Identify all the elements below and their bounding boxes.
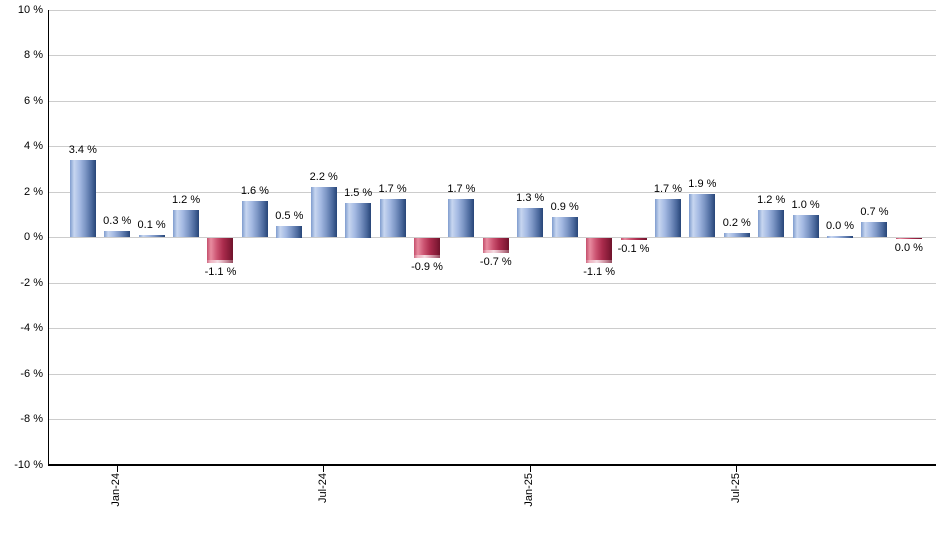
bar-value-label: 1.2 % [757,194,786,207]
bar-value-label: 2.2 % [309,171,338,184]
bar-value-label: 0.0 % [825,220,855,232]
bar [517,207,544,238]
x-axis-tick-label: Jul-25 [729,473,742,503]
y-axis-tick-label: -8 % [20,413,43,425]
gridline [49,419,936,420]
bar-value-label: 0.2 % [722,216,751,229]
bar-value-label: -0.7 % [479,256,512,269]
bar-value-label: 1.3 % [516,191,545,204]
gridline [49,328,936,329]
x-axis-line [48,464,936,466]
bar [207,237,234,263]
bar [104,230,131,238]
bar-value-label: 1.6 % [240,185,269,198]
bar [723,232,750,238]
bar-value-label: 0.5 % [275,210,304,223]
x-axis-tick [736,466,738,472]
bar-value-label: 1.2 % [171,194,201,207]
bar [620,237,647,240]
gridline [49,373,936,375]
bar [276,226,303,238]
bar [689,194,716,238]
gridline [49,146,936,147]
bar [138,235,165,238]
y-axis-tick-label: -4 % [20,322,43,334]
bar [792,214,819,238]
bar-value-label: 1.9 % [688,178,717,191]
bar [654,198,681,238]
y-axis-tick-label: 4 % [24,140,43,152]
bar-value-label: 0.0 % [894,242,923,254]
bar [414,237,440,258]
bar-bottom-highlight [586,259,613,263]
bar [448,198,475,238]
bar [895,237,922,239]
y-axis-tick-label: 0 % [24,231,43,243]
y-axis-tick-label: -6 % [20,367,43,380]
x-axis-tick-label: Jan-25 [523,473,536,507]
bar [482,237,509,254]
bar [586,237,613,263]
gridline [49,9,936,11]
bar [861,221,888,238]
bar-bottom-highlight [207,259,234,263]
gridline [49,191,936,193]
bar-value-label: 1.0 % [791,198,820,211]
bar-value-label: 1.7 % [447,182,476,195]
y-axis-line [48,10,49,466]
gridline [49,282,936,284]
bar [827,236,854,238]
x-axis-tick [529,466,531,472]
bar-value-label: 1.5 % [344,187,373,200]
gridline [49,55,936,56]
gridline [49,100,936,102]
bar-value-label: 0.3 % [103,214,132,227]
bar-value-label: -0.1 % [617,242,650,255]
bar [69,160,96,238]
bar [241,201,268,238]
bar [173,210,200,238]
bar-value-label: -0.9 % [411,260,443,273]
bar [758,210,785,238]
bar [345,203,372,238]
bar-bottom-highlight [482,250,509,254]
y-axis-tick-label: -10 % [14,458,43,471]
bar [551,217,578,238]
bar [379,198,406,238]
x-axis-tick-label: Jul-24 [316,473,329,503]
x-axis-tick [116,466,118,472]
bar-value-label: -1.1 % [204,265,237,278]
bar-value-label: 0.7 % [860,205,889,218]
x-axis-tick-label: Jan-24 [110,473,123,507]
bar-value-label: 1.7 % [378,182,407,195]
bar-value-label: 0.1 % [137,219,166,232]
x-axis-tick [323,466,325,472]
bar-value-label: 0.9 % [550,201,579,214]
y-axis-tick-label: 8 % [24,49,43,61]
bar-value-label: 3.4 % [68,144,97,157]
bar [310,187,337,238]
bar-value-label: 1.7 % [653,182,682,195]
bar-bottom-highlight [414,254,440,258]
y-axis-tick-label: 10 % [17,3,43,16]
bar-value-label: -1.1 % [583,265,615,278]
y-axis-tick-label: 2 % [24,185,43,198]
y-axis-tick-label: -2 % [20,276,43,289]
y-axis-tick-label: 6 % [24,94,43,107]
